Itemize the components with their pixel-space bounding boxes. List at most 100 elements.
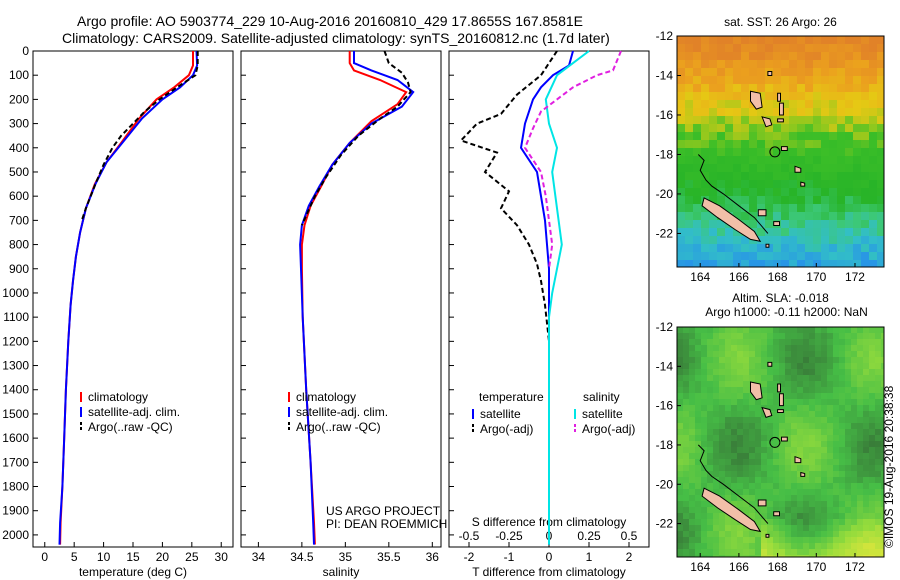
map-cell xyxy=(779,477,786,484)
map-cell xyxy=(875,405,882,412)
map-cell xyxy=(813,132,822,141)
map-cell xyxy=(689,363,696,370)
map-cell xyxy=(741,148,750,157)
map-cell xyxy=(713,423,720,430)
map-cell xyxy=(713,507,720,514)
map-cell xyxy=(845,244,854,253)
map-cell xyxy=(707,549,714,556)
map-cell xyxy=(837,244,846,253)
map-cell xyxy=(809,351,816,358)
map-cell xyxy=(797,381,804,388)
map-cell xyxy=(869,68,878,77)
map-cell xyxy=(707,441,714,448)
map-cell xyxy=(853,180,862,189)
map-cell xyxy=(857,507,864,514)
map-cell xyxy=(773,393,780,400)
map-cell xyxy=(749,164,758,173)
map-cell xyxy=(701,537,708,544)
map-cell xyxy=(709,172,718,181)
map-cell xyxy=(869,519,876,526)
map-cell xyxy=(821,435,828,442)
map-cell xyxy=(693,156,702,165)
map-cell xyxy=(869,441,876,448)
map-cell xyxy=(719,525,726,532)
map-cell xyxy=(863,339,870,346)
map-cell xyxy=(725,369,732,376)
map-cell xyxy=(755,423,762,430)
x-tick-label: 15 xyxy=(126,550,140,564)
map-cell xyxy=(839,345,846,352)
map-cell xyxy=(809,345,816,352)
legend-label: Argo(-adj) xyxy=(582,422,635,436)
map-cell xyxy=(709,76,718,85)
map-cell xyxy=(717,44,726,53)
map-cell xyxy=(875,441,882,448)
map-cell xyxy=(713,483,720,490)
map-cell xyxy=(797,92,806,101)
map-cell xyxy=(815,555,822,557)
x-axis-label: salinity xyxy=(323,565,360,579)
map-cell xyxy=(869,212,878,221)
map-cell xyxy=(731,453,738,460)
map-cell xyxy=(689,543,696,550)
map-cell xyxy=(707,381,714,388)
map-cell xyxy=(725,375,732,382)
map-cell xyxy=(857,423,864,430)
map-cell xyxy=(773,236,782,245)
lat-tick-label: -14 xyxy=(656,68,674,82)
map-cell xyxy=(815,429,822,436)
map-cell xyxy=(881,405,884,412)
map-cell xyxy=(869,228,878,237)
map-cell xyxy=(815,549,822,556)
map-cell xyxy=(733,68,742,77)
map-cell xyxy=(813,44,822,53)
map-cell xyxy=(877,220,884,229)
map-cell xyxy=(809,333,816,340)
map-cell xyxy=(791,417,798,424)
s-tick-label: -0.5 xyxy=(459,529,480,543)
map-cell xyxy=(869,188,878,197)
map-cell xyxy=(677,477,684,484)
map-cell xyxy=(707,435,714,442)
map-cell xyxy=(857,513,864,520)
map-cell xyxy=(881,351,884,358)
map-cell xyxy=(791,513,798,520)
map-cell xyxy=(827,543,834,550)
map-cell xyxy=(863,351,870,358)
map-cell xyxy=(851,453,858,460)
map-cell xyxy=(839,537,846,544)
map-cell xyxy=(677,525,684,532)
map-cell xyxy=(815,507,822,514)
map-cell xyxy=(863,441,870,448)
map-cell xyxy=(827,549,834,556)
map-cell xyxy=(805,60,814,69)
map-cell xyxy=(791,381,798,388)
map-cell xyxy=(797,124,806,133)
map-cell xyxy=(701,501,708,508)
map-cell xyxy=(749,393,756,400)
map-cell xyxy=(875,555,882,557)
map-cell xyxy=(829,140,838,149)
map-cell xyxy=(833,399,840,406)
map-cell xyxy=(845,549,852,556)
map-cell xyxy=(781,196,790,205)
map-cell xyxy=(789,188,798,197)
title-line-2: Climatology: CARS2009. Satellite-adjuste… xyxy=(62,30,610,46)
map-cell xyxy=(815,423,822,430)
map-cell xyxy=(791,357,798,364)
map-cell xyxy=(733,212,742,221)
map-cell xyxy=(677,393,684,400)
map-cell xyxy=(749,172,758,181)
x-tick-label: 25 xyxy=(185,550,199,564)
map-cell xyxy=(851,405,858,412)
map-cell xyxy=(803,441,810,448)
map-cell xyxy=(815,447,822,454)
map-cell xyxy=(719,339,726,346)
map-cell xyxy=(779,339,786,346)
map-cell xyxy=(767,543,774,550)
map-cell xyxy=(845,100,854,109)
map-cell xyxy=(821,156,830,165)
legend-label: satellite xyxy=(582,407,623,421)
map-cell xyxy=(829,236,838,245)
map-cell xyxy=(701,513,708,520)
